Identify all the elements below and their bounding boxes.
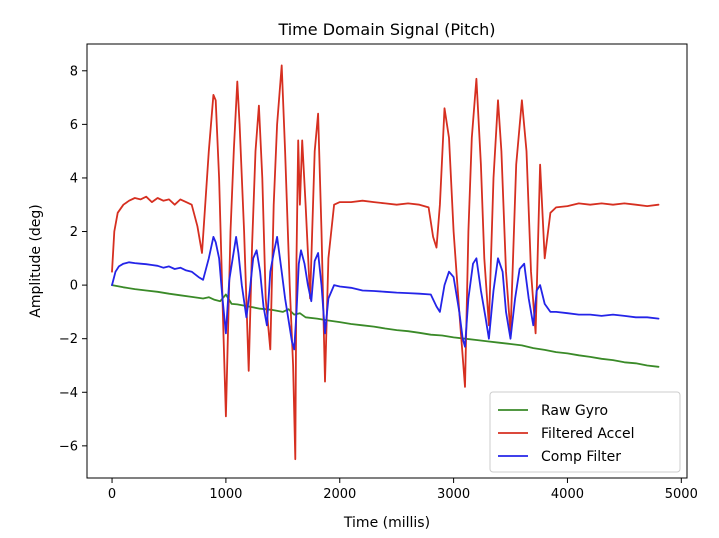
legend-label-filtered-accel: Filtered Accel xyxy=(541,426,635,442)
x-axis-ticks: 0 1000 2000 3000 4000 5000 xyxy=(108,478,698,502)
legend-box xyxy=(489,391,681,473)
series-line-comp-filter xyxy=(111,235,660,351)
legend-label-raw-gyro: Raw Gyro xyxy=(541,403,608,419)
x-tick-label: 0 xyxy=(108,487,116,502)
x-tick-label: 3000 xyxy=(437,487,470,502)
x-tick-label: 1000 xyxy=(209,487,242,502)
y-tick-label: 2 xyxy=(70,225,78,240)
y-axis-ticks: −6 −4 −2 0 2 4 6 8 xyxy=(59,64,87,454)
y-tick-label: −2 xyxy=(59,332,78,347)
y-axis-label: Amplitude (deg) xyxy=(28,204,44,318)
chart-title: Time Domain Signal (Pitch) xyxy=(277,20,495,39)
x-axis-label: Time (millis) xyxy=(343,515,430,531)
y-tick-label: −4 xyxy=(59,386,78,401)
plot-frame xyxy=(86,43,688,479)
y-tick-label: 4 xyxy=(70,171,78,186)
y-tick-label: 8 xyxy=(70,64,78,79)
y-tick-label: 6 xyxy=(70,118,78,133)
x-tick-label: 5000 xyxy=(665,487,698,502)
legend-label-comp-filter: Comp Filter xyxy=(541,449,621,465)
y-tick-label: −6 xyxy=(59,439,78,454)
series-line-raw-gyro xyxy=(111,284,660,368)
x-tick-label: 4000 xyxy=(551,487,584,502)
y-tick-label: 0 xyxy=(70,279,78,294)
series-layer xyxy=(111,64,660,461)
series-line-filtered-accel xyxy=(111,64,660,461)
legend: Raw Gyro Filtered Accel Comp Filter xyxy=(489,391,681,473)
x-tick-label: 2000 xyxy=(323,487,356,502)
